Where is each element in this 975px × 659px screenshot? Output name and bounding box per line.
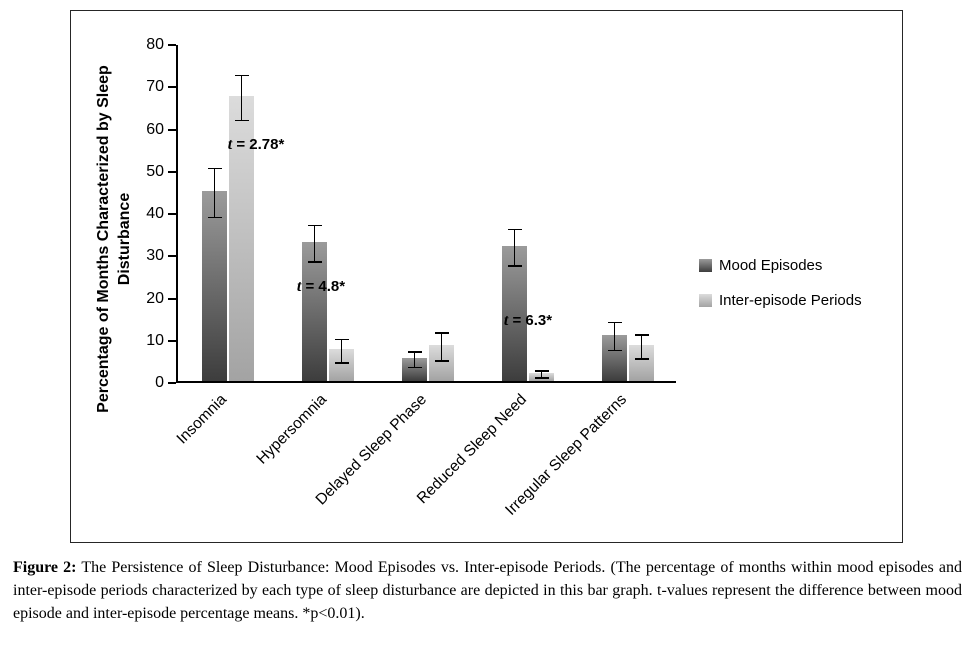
- figure-label: Figure 2:: [13, 559, 77, 576]
- bar-mood-episodes-delayed-sleep-phase: [402, 357, 427, 381]
- legend-swatch-inter-episode-periods: [699, 294, 712, 307]
- y-tick-mark: [168, 44, 176, 46]
- y-tick-label: 10: [146, 331, 164, 349]
- y-tick-mark: [168, 255, 176, 258]
- y-tick-label: 70: [146, 78, 164, 96]
- y-tick-label: 30: [146, 247, 164, 265]
- error-bar-mood-episodes-hypersomnia: [307, 224, 322, 263]
- y-tick-mark: [168, 86, 176, 89]
- chart-frame: Percentage of Months Characterized by Sl…: [70, 10, 903, 543]
- y-tick-label: 40: [146, 205, 164, 222]
- legend: Mood Episodes Inter-episode Periods: [699, 257, 862, 309]
- annotation-t-2-78: t = 2.78*: [227, 136, 285, 154]
- bar-mood-episodes-hypersomnia: [302, 241, 327, 381]
- error-bar-mood-episodes-insomnia: [207, 167, 222, 219]
- annotation-t-6-3: t = 6.3*: [503, 311, 553, 329]
- error-bar-mood-episodes-delayed-sleep-phase: [407, 351, 422, 369]
- y-tick-label: 60: [146, 120, 164, 138]
- y-tick-label: 20: [146, 289, 164, 307]
- error-bar-mood-episodes-reduced-sleep-need: [507, 228, 522, 267]
- legend-item-mood-episodes: Mood Episodes: [699, 257, 862, 274]
- y-tick-label: 0: [155, 374, 164, 391]
- y-tick-mark: [168, 128, 176, 131]
- error-bar-inter-episode-periods-delayed-sleep-phase: [434, 332, 449, 362]
- y-tick-mark: [168, 297, 176, 300]
- plot-area: 0 10 20 30 40 50 60 70 80 Insomnia Hypersomnia Dela…: [146, 36, 676, 519]
- error-bar-inter-episode-periods-reduced-sleep-need: [534, 370, 549, 379]
- y-tick-mark: [168, 170, 176, 173]
- bar-mood-episodes-insomnia: [202, 190, 227, 381]
- caption-text: The Persistence of Sleep Disturbance: Mo…: [13, 559, 962, 623]
- annotation-t-4-8: t = 4.8*: [296, 277, 346, 295]
- y-tick-label: 80: [146, 36, 164, 53]
- error-bar-inter-episode-periods-irregular-sleep-patterns: [634, 334, 649, 360]
- bar-inter-episode-periods-insomnia: [229, 95, 254, 381]
- error-bar-inter-episode-periods-hypersomnia: [334, 338, 349, 364]
- legend-swatch-mood-episodes: [699, 259, 712, 272]
- legend-label-mood-episodes: Mood Episodes: [719, 257, 823, 274]
- bar-mood-episodes-reduced-sleep-need: [502, 245, 527, 381]
- error-bar-mood-episodes-irregular-sleep-patterns: [607, 321, 622, 352]
- error-bar-inter-episode-periods-insomnia: [234, 74, 249, 122]
- figure-caption: Figure 2: The Persistence of Sleep Distu…: [13, 556, 962, 626]
- legend-item-inter-episode-periods: Inter-episode Periods: [699, 292, 862, 309]
- legend-label-inter-episode-periods: Inter-episode Periods: [719, 292, 862, 309]
- y-tick-mark: [168, 382, 176, 384]
- y-tick-mark: [168, 213, 176, 215]
- y-tick-mark: [168, 339, 176, 342]
- y-tick-label: 50: [146, 162, 164, 180]
